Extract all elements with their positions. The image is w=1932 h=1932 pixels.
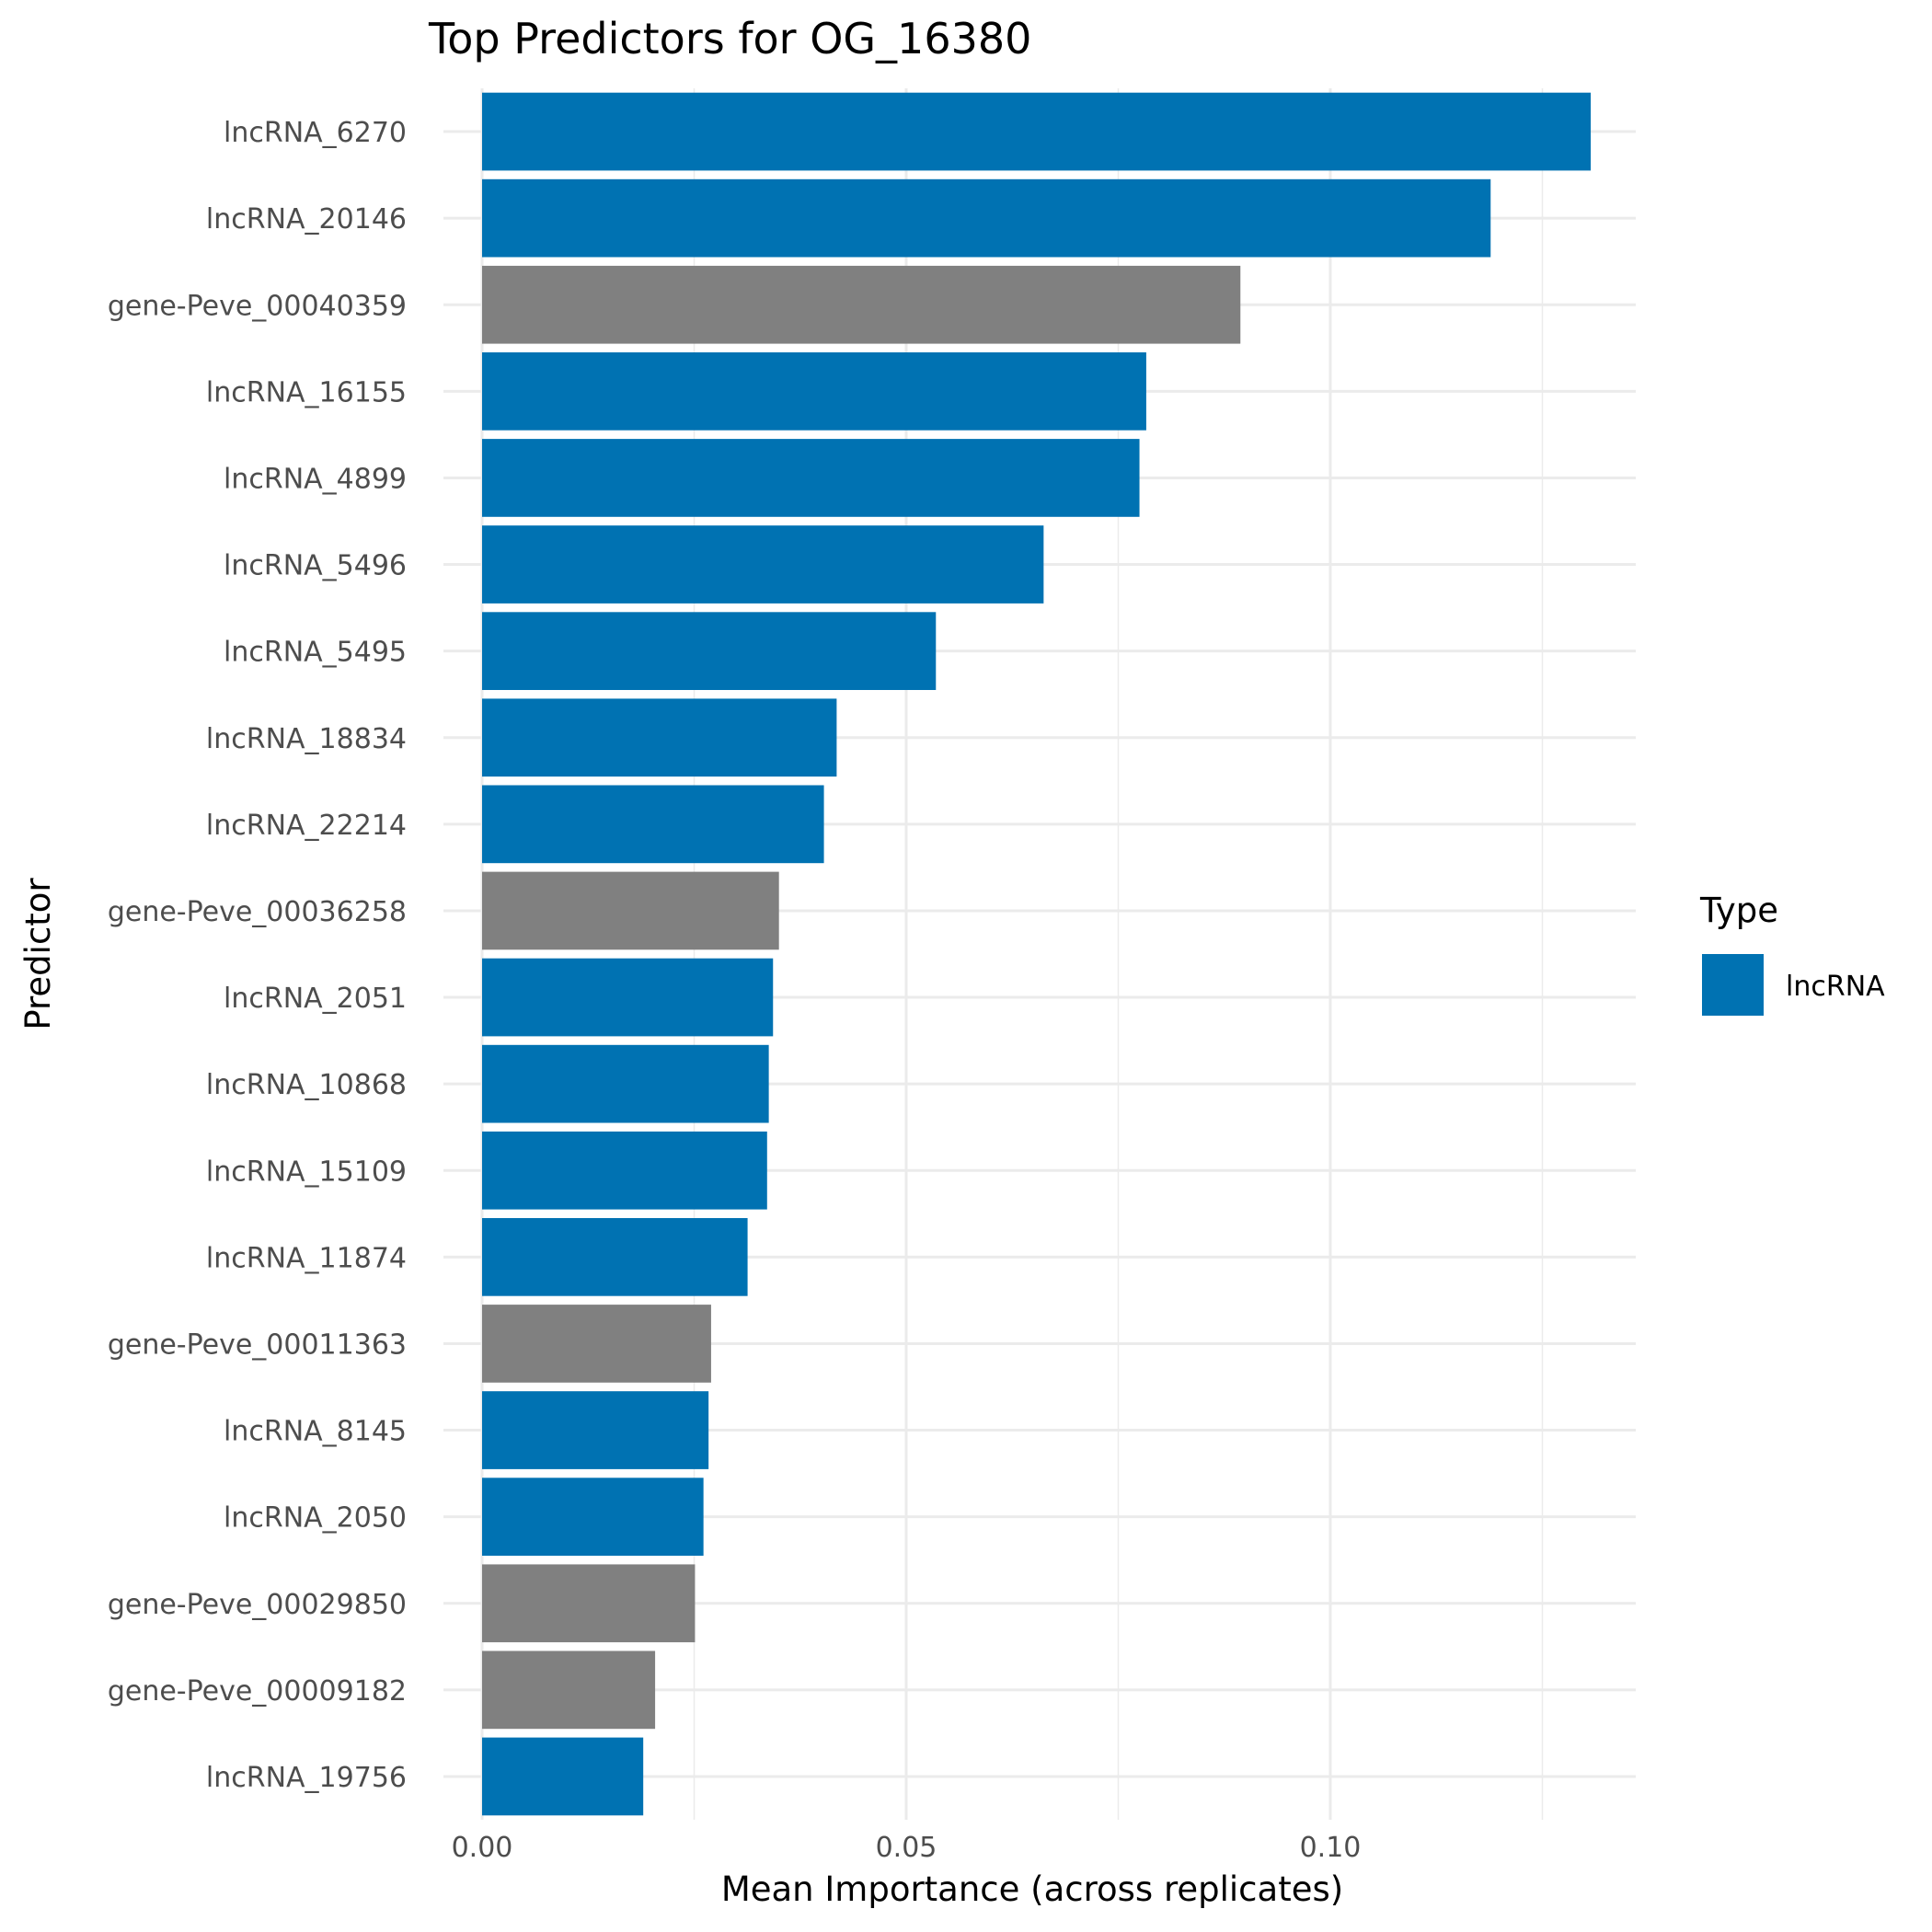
- legend-title: Type: [1699, 891, 1778, 930]
- x-tick-label: 0.10: [1300, 1832, 1362, 1864]
- bar-gene-peve-00036258: [482, 871, 779, 950]
- bar-lncrna-5496: [482, 525, 1044, 604]
- legend-label-lncrna: lncRNA: [1786, 971, 1885, 1003]
- x-tick-labels: 0.00 0.05 0.10: [452, 1832, 1362, 1864]
- y-tick-label: lncRNA_16155: [206, 376, 407, 408]
- bar-lncrna-19756: [482, 1737, 644, 1816]
- x-tick-label: 0.05: [876, 1832, 937, 1864]
- y-tick-label: gene-Peve_00036258: [108, 896, 407, 928]
- x-axis-title: Mean Importance (across replicates): [721, 1869, 1343, 1909]
- bar-lncrna-16155: [482, 352, 1146, 431]
- x-tick-label: 0.00: [452, 1832, 513, 1864]
- legend: Type lncRNA: [1699, 891, 1885, 1016]
- bar-lncrna-5495: [482, 612, 937, 690]
- bar-lncrna-18834: [482, 698, 837, 777]
- y-tick-label: lncRNA_22214: [206, 810, 407, 842]
- bar-gene-peve-00040359: [482, 265, 1241, 344]
- bar-lncrna-8145: [482, 1391, 709, 1469]
- y-tick-label: lncRNA_6270: [224, 117, 407, 149]
- bar-gene-peve-00009182: [482, 1650, 656, 1730]
- y-tick-label: lncRNA_2050: [224, 1502, 407, 1535]
- bars: [482, 92, 1592, 1816]
- bar-lncrna-11874: [482, 1218, 748, 1296]
- y-tick-label: lncRNA_11874: [206, 1242, 407, 1274]
- bar-lncrna-2051: [482, 958, 774, 1037]
- bar-lncrna-4899: [482, 439, 1140, 517]
- bar-lncrna-10868: [482, 1044, 769, 1123]
- y-tick-labels: lncRNA_6270 lncRNA_20146 gene-Peve_0004035…: [108, 117, 407, 1794]
- y-tick-label: lncRNA_20146: [206, 203, 407, 236]
- y-tick-label: lncRNA_5496: [224, 550, 407, 582]
- y-tick-label: lncRNA_5495: [224, 637, 407, 669]
- y-tick-label: gene-Peve_00009182: [108, 1675, 407, 1708]
- bar-lncrna-2050: [482, 1478, 704, 1556]
- y-tick-label: lncRNA_2051: [224, 983, 407, 1015]
- chart-title: Top Predictors for OG_16380: [428, 14, 1031, 63]
- y-axis-title: Predictor: [18, 878, 58, 1030]
- bar-lncrna-22214: [482, 785, 824, 864]
- y-tick-label: gene-Peve_00029850: [108, 1589, 407, 1621]
- bar-gene-peve-00011363: [482, 1305, 711, 1383]
- y-tick-label: gene-Peve_00040359: [108, 290, 407, 322]
- y-tick-label: lncRNA_10868: [206, 1069, 407, 1101]
- y-tick-label: gene-Peve_00011363: [108, 1328, 407, 1361]
- legend-swatch-lncrna: [1702, 954, 1764, 1016]
- y-tick-label: lncRNA_4899: [224, 463, 407, 495]
- y-tick-label: lncRNA_18834: [206, 723, 407, 755]
- bar-lncrna-20146: [482, 178, 1491, 258]
- y-tick-label: lncRNA_8145: [224, 1416, 407, 1448]
- y-tick-label: lncRNA_15109: [206, 1156, 407, 1188]
- bar-lncrna-6270: [482, 92, 1592, 171]
- bar-gene-peve-00029850: [482, 1564, 696, 1643]
- bar-lncrna-15109: [482, 1131, 767, 1210]
- y-tick-label: lncRNA_19756: [206, 1762, 407, 1794]
